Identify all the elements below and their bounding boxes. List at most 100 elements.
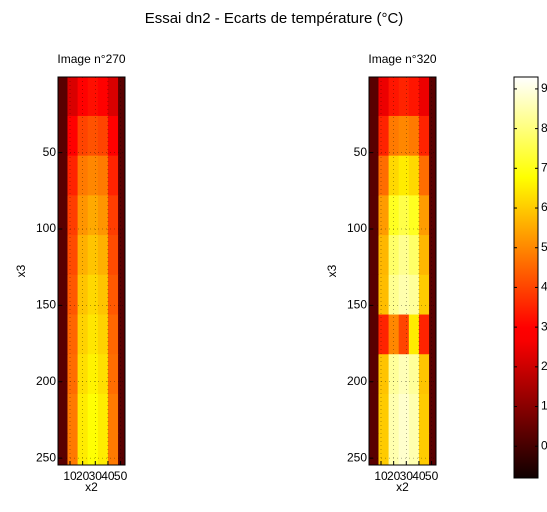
heatmap-cell [97,274,109,316]
heatmap-cell [378,274,390,316]
heatmap-cell [67,433,79,465]
heatmap-cell [87,155,99,196]
heatmap-cell [369,195,379,236]
heatmap-cell [107,115,119,157]
image [369,77,436,465]
heatmap-cell [87,393,99,435]
heatmap-cell [418,433,430,465]
colorbar-tick-label: 1 [541,399,547,413]
heatmap-cell [398,235,410,276]
heatmap-cell [369,235,379,276]
heatmap-cell [97,195,109,236]
colorbar-tick-label: 6 [541,200,547,214]
heatmap-cell [408,115,420,157]
heatmap-cell [58,274,68,316]
heatmap-cell [369,314,379,355]
y-tick-label: 100 [347,221,367,235]
colorbar [513,76,539,479]
heatmap-cell [408,274,420,316]
heatmap-cell [369,354,379,395]
colorbar-tick-label: 7 [541,160,547,174]
y-tick-label: 150 [36,298,56,312]
heatmap-cell [378,354,390,395]
heatmap-cell [118,77,125,117]
heatmap-cell [118,433,125,465]
heatmap-cell [408,195,420,236]
heatmap-cell [388,314,400,355]
y-axis-label: x3 [14,264,28,277]
heatmap-cell [107,433,119,465]
x-axis-label: x2 [85,480,98,494]
heatmap-cell [378,195,390,236]
heatmap-cell [67,77,79,117]
heatmap-cell [378,433,390,465]
heatmap-cell [67,235,79,276]
heatmap-cell [418,115,430,157]
heatmap-cell [58,115,68,157]
heatmap-cell [388,235,400,276]
heatmap-cell [378,393,390,435]
heatmap-cell [398,115,410,157]
heatmap-cell [118,393,125,435]
heatmap-cell [118,155,125,196]
heatmap-cell [67,354,79,395]
panel-title: Image n°320 [368,52,437,66]
heatmap-cell [58,195,68,236]
colorbar-tick-label: 4 [541,280,547,294]
heatmap-cell [369,77,379,117]
x-tick-label: 50 [114,469,128,483]
axes-frame [368,76,437,466]
x-tick-label: 40 [101,469,115,483]
heatmap-cell [97,115,109,157]
heatmap-cell [388,195,400,236]
heatmap-cell [388,354,400,395]
heatmap-cell [118,195,125,236]
heatmap-cell [429,433,436,465]
x-tick-label: 20 [76,469,90,483]
heatmap-cell [429,235,436,276]
y-axis-label: x3 [325,264,339,277]
heatmap-cell [398,314,410,355]
heatmap-cell [107,235,119,276]
heatmap-cell [388,155,400,196]
heatmap-cell [58,77,68,117]
heatmap-cell [369,433,379,465]
heatmap-cell [429,393,436,435]
heatmap-cell [408,393,420,435]
heatmap-cell [388,115,400,157]
heatmap-cell [107,393,119,435]
heatmap-cell [398,393,410,435]
y-tick-label: 50 [354,145,368,159]
heatmap-cell [418,195,430,236]
heatmap-cell [429,155,436,196]
heatmap-cell [418,314,430,355]
heatmap-cell [429,195,436,236]
heatmap-cell [77,195,89,236]
heatmap-cell [77,77,89,117]
x-tick-label: 50 [425,469,439,483]
heatmap-cell [408,155,420,196]
heatmap-cell [408,314,420,355]
heatmap-cell [429,77,436,117]
x-tick-label: 10 [63,469,77,483]
heatmap-cell [118,115,125,157]
heatmap-cell [398,77,410,117]
heatmap-cell [67,115,79,157]
heatmap-cell [378,314,390,355]
heatmap-cell [97,155,109,196]
y-tick-label: 200 [347,374,367,388]
heatmap-cell [87,77,99,117]
panel-title: Image n°270 [57,52,126,66]
heatmap-cell [58,155,68,196]
x-tick-label: 40 [412,469,426,483]
heatmap-cell [388,77,400,117]
heatmap-cell [408,77,420,117]
heatmap-cell [429,115,436,157]
heatmap-cell [67,393,79,435]
heatmap-cell [77,115,89,157]
heatmap-cell [77,235,89,276]
heatmap-cell [97,314,109,355]
heatmap-cell [398,155,410,196]
heatmap-cell [107,77,119,117]
